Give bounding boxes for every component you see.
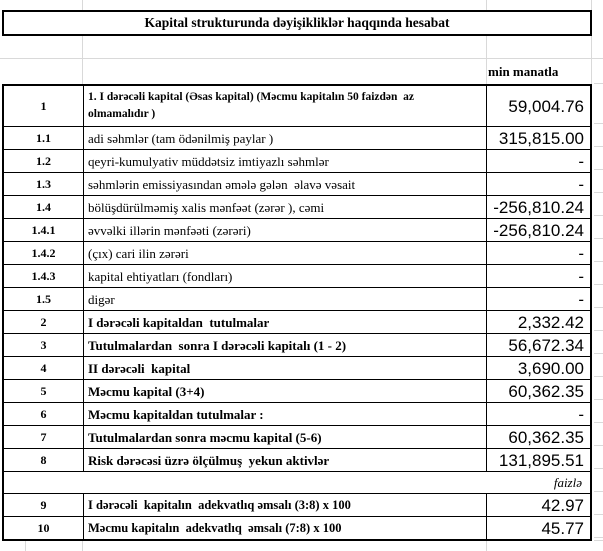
row-label-cell[interactable]: əvvəlki illərin mənfəəti (zərəri) bbox=[88, 222, 251, 238]
row-value-cell[interactable]: - bbox=[486, 265, 590, 287]
table-row: 1.3 səhmlərin emissiyasından əmələ gələn… bbox=[4, 172, 590, 195]
row-label-cell[interactable]: I dərəcəli kapitalın adekvatlıq əmsalı (… bbox=[88, 497, 351, 512]
gridline bbox=[591, 36, 592, 84]
table-row: 1.4 bölüşdürülməmiş xalis mənfəət (zərər… bbox=[4, 195, 590, 218]
row-number-cell[interactable]: 10 bbox=[4, 517, 84, 539]
row-number-cell[interactable]: 1.4.3 bbox=[4, 265, 84, 287]
gridline bbox=[486, 0, 487, 10]
row-label-cell[interactable]: kapital ehtiyatları (fondları) bbox=[88, 268, 233, 284]
gridline bbox=[594, 83, 603, 84]
table-row: 1 1. I dərəcəli kapital (Əsas kapital) (… bbox=[4, 86, 590, 126]
row-label-cell[interactable]: II dərəcəli kapital bbox=[88, 360, 191, 376]
row-number-cell[interactable]: 1.4.2 bbox=[4, 242, 84, 264]
table-row: 10 Məcmu kapitalın adekvatlıq əmsalı (7:… bbox=[4, 516, 590, 539]
gridline bbox=[0, 58, 603, 59]
unit-note-cell[interactable]: min manatla bbox=[2, 59, 592, 84]
percent-note: faizlə bbox=[553, 474, 582, 490]
row-label-cell[interactable]: Tutulmalardan sonra məcmu kapital (5-6) bbox=[88, 429, 322, 445]
table-row: 1.5 digər - bbox=[4, 287, 590, 310]
table-row: 1.1 adi səhmlər (tam ödənilmiş paylar ) … bbox=[4, 126, 590, 149]
row-value-cell[interactable]: - bbox=[486, 173, 590, 195]
row-number-cell[interactable]: 4 bbox=[4, 357, 84, 379]
row-value-cell[interactable]: - bbox=[486, 288, 590, 310]
row-number-cell[interactable]: 1.4.1 bbox=[4, 219, 84, 241]
row-label-cell[interactable]: digər bbox=[88, 291, 115, 307]
row-number-cell[interactable]: 3 bbox=[4, 334, 84, 356]
row-value-cell[interactable]: 131,895.51 bbox=[486, 449, 590, 471]
row-value-cell[interactable]: 56,672.34 bbox=[486, 334, 590, 356]
row-number-cell[interactable]: 1.1 bbox=[4, 127, 84, 149]
row-number-cell[interactable]: 8 bbox=[4, 449, 84, 471]
row-value-cell[interactable]: - bbox=[486, 242, 590, 264]
row-label-cell[interactable]: 1. I dərəcəli kapital (Əsas kapital) (Mə… bbox=[88, 91, 415, 120]
row-label-cell[interactable]: Məcmu kapital (3+4) bbox=[88, 383, 205, 399]
row-value-cell[interactable]: 59,004.76 bbox=[486, 86, 590, 126]
table-row: 9 I dərəcəli kapitalın adekvatlıq əmsalı… bbox=[4, 493, 590, 516]
row-number-cell[interactable]: 5 bbox=[4, 380, 84, 402]
gridline bbox=[486, 36, 487, 84]
row-number-cell[interactable]: 9 bbox=[4, 494, 84, 516]
row-value-cell[interactable]: - bbox=[486, 150, 590, 172]
gridline bbox=[82, 541, 83, 551]
row-label-cell[interactable]: Risk dərəcəsi üzrə ölçülmuş yekun aktivl… bbox=[88, 452, 330, 468]
table-row: 2 I dərəcəli kapitaldan tutulmalar 2,332… bbox=[4, 310, 590, 333]
table-row: 3 Tutulmalardan sonra I dərəcəli kapital… bbox=[4, 333, 590, 356]
capital-structure-report: Kapital strukturunda dəyişikliklər haqqı… bbox=[2, 10, 592, 541]
row-value-cell[interactable]: 60,362.35 bbox=[486, 426, 590, 448]
row-label-cell[interactable]: (çıx) cari ilin zərəri bbox=[88, 245, 189, 261]
gridline bbox=[594, 101, 603, 541]
row-number-cell[interactable]: 2 bbox=[4, 311, 84, 333]
table-row: 7 Tutulmalardan sonra məcmu kapital (5-6… bbox=[4, 425, 590, 448]
gridline bbox=[25, 541, 26, 551]
report-title-cell[interactable]: Kapital strukturunda dəyişikliklər haqqı… bbox=[2, 10, 592, 36]
row-number-cell[interactable]: 7 bbox=[4, 426, 84, 448]
gridline bbox=[82, 0, 83, 10]
row-label-cell[interactable]: Tutulmalardan sonra I dərəcəli kapitalı … bbox=[88, 337, 347, 353]
table-row: 1.4.2 (çıx) cari ilin zərəri - bbox=[4, 241, 590, 264]
row-label-cell[interactable]: səhmlərin emissiyasından əmələ gələn əla… bbox=[88, 176, 356, 192]
unit-note: min manatla bbox=[488, 63, 559, 79]
row-label-cell[interactable]: bölüşdürülməmiş xalis mənfəət (zərər ), … bbox=[88, 199, 325, 215]
row-number-cell[interactable]: 1.3 bbox=[4, 173, 84, 195]
row-label-cell[interactable]: I dərəcəli kapitaldan tutulmalar bbox=[88, 314, 270, 330]
table-row: 1.4.1 əvvəlki illərin mənfəəti (zərəri) … bbox=[4, 218, 590, 241]
row-value-cell[interactable]: -256,810.24 bbox=[486, 219, 590, 241]
table-row: 8 Risk dərəcəsi üzrə ölçülmuş yekun akti… bbox=[4, 448, 590, 471]
row-value-cell[interactable]: 2,332.42 bbox=[486, 311, 590, 333]
row-value-cell[interactable]: 3,690.00 bbox=[486, 357, 590, 379]
table-row: 1.2 qeyri-kumulyativ müddətsiz imtiyazlı… bbox=[4, 149, 590, 172]
row-value-cell[interactable]: -256,810.24 bbox=[486, 196, 590, 218]
capital-table: 1 1. I dərəcəli kapital (Əsas kapital) (… bbox=[2, 84, 592, 541]
gridline bbox=[486, 541, 487, 551]
row-number-cell[interactable]: 1.4 bbox=[4, 196, 84, 218]
row-number-cell[interactable]: 1 bbox=[4, 86, 84, 126]
row-label-cell[interactable]: qeyri-kumulyativ müddətsiz imtiyazlı səh… bbox=[88, 153, 329, 169]
gridline bbox=[82, 36, 83, 84]
row-label-cell[interactable]: adi səhmlər (tam ödənilmiş paylar ) bbox=[88, 130, 274, 146]
row-number-cell[interactable]: 6 bbox=[4, 403, 84, 425]
row-value-cell[interactable]: 60,362.35 bbox=[486, 380, 590, 402]
row-value-cell[interactable]: 42.97 bbox=[486, 494, 590, 516]
table-row: 6 Məcmu kapitaldan tutulmalar : - bbox=[4, 402, 590, 425]
row-label-cell[interactable]: Məcmu kapitaldan tutulmalar : bbox=[88, 406, 264, 422]
row-value-cell[interactable]: - bbox=[486, 403, 590, 425]
row-value-cell[interactable]: 45.77 bbox=[486, 517, 590, 539]
row-label-cell[interactable]: Məcmu kapitalın adekvatlıq əmsalı (7:8) … bbox=[88, 520, 342, 535]
row-number-cell[interactable]: 1.2 bbox=[4, 150, 84, 172]
blank-row[interactable] bbox=[2, 36, 592, 59]
row-number-cell[interactable]: 1.5 bbox=[4, 288, 84, 310]
table-row: 1.4.3 kapital ehtiyatları (fondları) - bbox=[4, 264, 590, 287]
report-title: Kapital strukturunda dəyişikliklər haqqı… bbox=[144, 15, 450, 30]
table-row: 5 Məcmu kapital (3+4) 60,362.35 bbox=[4, 379, 590, 402]
row-value-cell[interactable]: 315,815.00 bbox=[486, 127, 590, 149]
percent-note-row[interactable]: faizlə bbox=[4, 471, 590, 493]
table-row: 4 II dərəcəli kapital 3,690.00 bbox=[4, 356, 590, 379]
gridline bbox=[591, 0, 592, 10]
